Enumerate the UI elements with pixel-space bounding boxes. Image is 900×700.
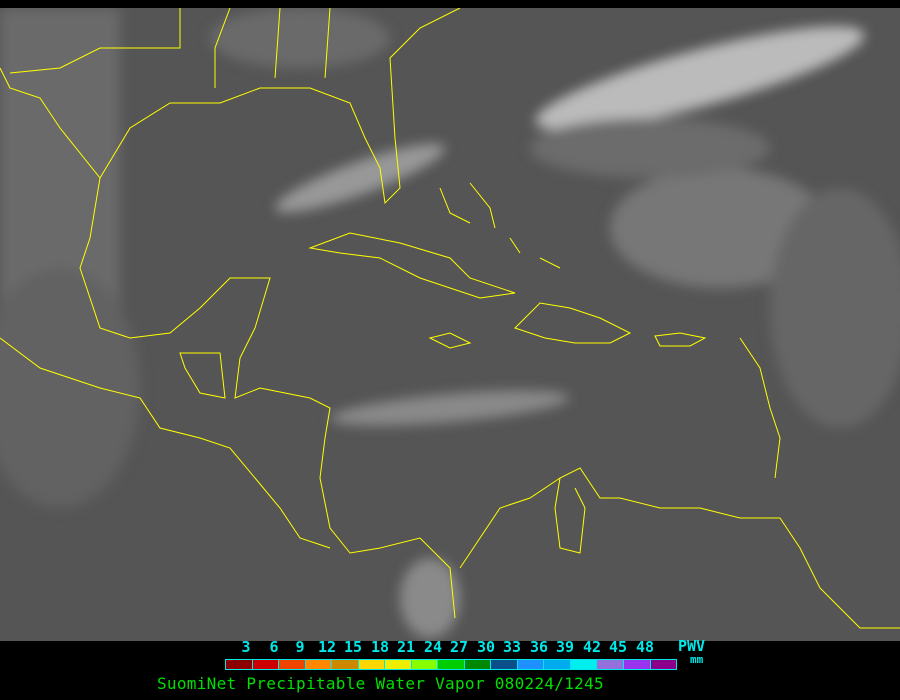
color-swatch (570, 660, 598, 669)
satellite-image (0, 8, 900, 641)
image-title: SuomiNet Precipitable Water Vapor 080224… (157, 674, 604, 693)
cloud-cover (0, 8, 900, 638)
color-scale-bar (225, 659, 677, 670)
legend-tick: 12 (317, 638, 337, 656)
color-swatch (411, 660, 439, 669)
legend-unit-label: PWV (678, 637, 706, 655)
legend-tick: 39 (555, 638, 575, 656)
legend-tick: 24 (423, 638, 443, 656)
legend-tick: 42 (582, 638, 602, 656)
legend-tick: 15 (343, 638, 363, 656)
color-swatch (226, 660, 253, 669)
legend-tick: 33 (502, 638, 522, 656)
color-swatch (623, 660, 651, 669)
legend-tick: 27 (449, 638, 469, 656)
legend-tick: 30 (476, 638, 496, 656)
color-swatch (464, 660, 492, 669)
color-swatch (438, 660, 465, 669)
color-swatch (650, 660, 677, 669)
legend-tick: 18 (370, 638, 390, 656)
legend-tick: 21 (396, 638, 416, 656)
color-swatch (279, 660, 306, 669)
color-swatch (385, 660, 412, 669)
legend-tick: 3 (241, 638, 251, 656)
legend-tick: 9 (295, 638, 305, 656)
color-swatch (252, 660, 280, 669)
coastlines (0, 8, 900, 629)
color-swatch (491, 660, 518, 669)
color-swatch (517, 660, 545, 669)
legend-unit: mm (690, 653, 704, 666)
legend-tick: 45 (608, 638, 628, 656)
legend-tick: 48 (635, 638, 655, 656)
background-gray (0, 8, 900, 641)
color-swatch (597, 660, 624, 669)
color-swatch (332, 660, 359, 669)
legend-tick: 36 (529, 638, 549, 656)
legend-tick: 6 (269, 638, 279, 656)
color-swatch (305, 660, 333, 669)
color-swatch (358, 660, 386, 669)
color-swatch (544, 660, 571, 669)
